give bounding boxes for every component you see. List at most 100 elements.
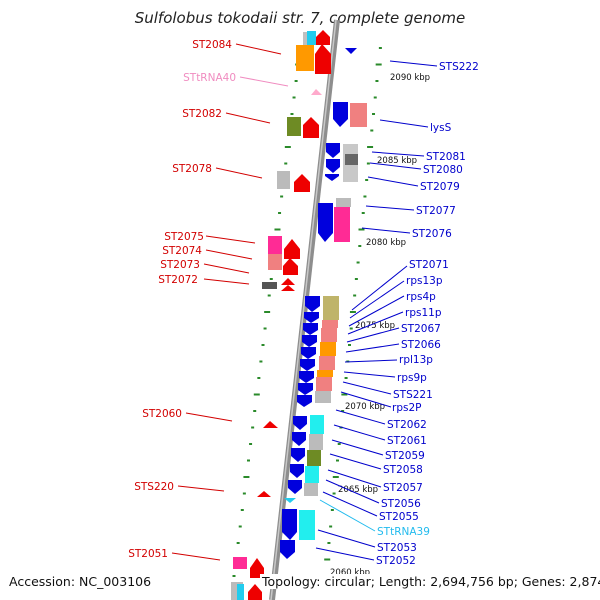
gene-arrow	[284, 239, 300, 259]
gene-arrow	[326, 159, 340, 173]
gene-box	[277, 171, 290, 189]
gene-arrow	[263, 421, 278, 428]
gene-box	[296, 45, 314, 71]
gene-arrow	[301, 347, 316, 359]
accession-text: Accession: NC_003106	[9, 574, 152, 589]
gene-label: ST2075	[164, 231, 204, 243]
gene-arrow	[281, 285, 295, 291]
gene-label: ST2080	[423, 164, 463, 176]
gene-arrow	[325, 174, 339, 181]
gene-box	[307, 450, 321, 466]
gene-arrow	[298, 383, 313, 395]
gene-box	[315, 391, 331, 403]
map-title: Sulfolobus tokodaii str. 7, complete gen…	[134, 9, 466, 27]
gene-arrow	[292, 432, 306, 446]
gene-label: STS220	[134, 481, 174, 493]
gene-label: rpl13p	[399, 354, 433, 366]
genome-backbone-highlight	[270, 19, 337, 600]
gene-label: ST2062	[387, 419, 427, 431]
gene-box	[268, 236, 282, 254]
gene-label: ST2077	[416, 205, 456, 217]
gene-arrow	[333, 102, 348, 127]
right-gene-labels: STS222 lysS ST2081 ST2080 ST2079 ST2077 …	[376, 61, 479, 567]
gene-box	[322, 320, 338, 328]
gene-label: ST2074	[162, 245, 202, 257]
gene-box	[317, 370, 333, 377]
gene-arrow	[291, 448, 305, 462]
gene-arrow	[303, 117, 319, 138]
gene-box	[336, 198, 351, 207]
gene-box	[319, 356, 335, 370]
gene-label: ST2057	[383, 482, 423, 494]
gene-box	[309, 434, 323, 450]
gene-arrow	[282, 509, 297, 540]
forward-strand-genes	[231, 30, 331, 600]
gene-box	[262, 282, 277, 289]
gene-label: ST2056	[381, 498, 421, 510]
gene-label: ST2067	[401, 323, 441, 335]
gene-label: ST2081	[426, 151, 466, 163]
gene-box	[316, 377, 332, 391]
gene-label: ST2058	[383, 464, 423, 476]
gene-label: rps11p	[405, 307, 442, 319]
kbp-marker: 2090 kbp	[390, 73, 430, 83]
gene-box	[320, 342, 336, 356]
gene-label: ST2059	[385, 450, 425, 462]
gene-label: ST2052	[376, 555, 416, 567]
gene-arrow	[315, 44, 331, 74]
gene-box	[334, 207, 350, 242]
gene-label: ST2079	[420, 181, 460, 193]
gene-label: ST2055	[379, 511, 419, 523]
kbp-marker: 2080 kbp	[366, 238, 406, 248]
trna-label: STtRNA39	[377, 526, 430, 538]
kbp-markers: 2090 kbp 2085 kbp 2080 kbp 2075 kbp 2070…	[330, 73, 430, 578]
gene-arrow	[280, 540, 295, 559]
gene-arrow	[305, 296, 320, 312]
gene-arrow	[294, 174, 310, 192]
gene-arrow	[302, 335, 317, 347]
gene-label: ST2082	[182, 108, 222, 120]
gene-box	[345, 154, 358, 165]
gene-label: ST2072	[158, 274, 198, 286]
gene-box	[287, 117, 301, 136]
trna-label: STtRNA40	[183, 72, 236, 84]
gene-arrow	[283, 258, 298, 275]
gene-arrow	[281, 278, 295, 285]
gene-arrow	[303, 323, 318, 335]
trna-marker	[311, 89, 322, 95]
gene-box	[307, 31, 316, 45]
gene-box	[350, 103, 367, 127]
gene-label: rps2P	[392, 402, 421, 414]
gene-arrow	[297, 395, 312, 407]
kbp-marker: 2070 kbp	[345, 402, 385, 412]
gene-box	[299, 510, 315, 540]
gene-box	[304, 483, 318, 496]
trna-marker	[284, 498, 296, 503]
gene-arrow	[318, 203, 333, 242]
gene-box	[323, 296, 339, 320]
gene-label: rps4p	[406, 291, 436, 303]
gene-label: ST2053	[377, 542, 417, 554]
gene-label: ST2060	[142, 408, 182, 420]
gene-label: ST2066	[401, 339, 441, 351]
kbp-marker: 2075 kbp	[355, 321, 395, 331]
gene-label: ST2078	[172, 163, 212, 175]
gene-arrow	[300, 359, 315, 371]
topology-text: Topology: circular; Length: 2,694,756 bp…	[260, 574, 600, 589]
gene-arrow	[250, 558, 264, 578]
gene-label: STS221	[393, 389, 433, 401]
gene-label: ST2061	[387, 435, 427, 447]
gene-box	[233, 557, 247, 569]
gene-arrow	[326, 143, 340, 158]
kbp-marker: 2085 kbp	[377, 156, 417, 166]
gene-label: ST2071	[409, 259, 449, 271]
gene-box	[305, 466, 319, 483]
gene-arrow	[288, 480, 302, 494]
gene-label: ST2084	[192, 39, 232, 51]
gene-box	[321, 328, 337, 342]
gene-label: STS222	[439, 61, 479, 73]
gene-arrow	[257, 491, 271, 497]
gene-label: ST2051	[128, 548, 168, 560]
gene-box	[310, 415, 324, 434]
